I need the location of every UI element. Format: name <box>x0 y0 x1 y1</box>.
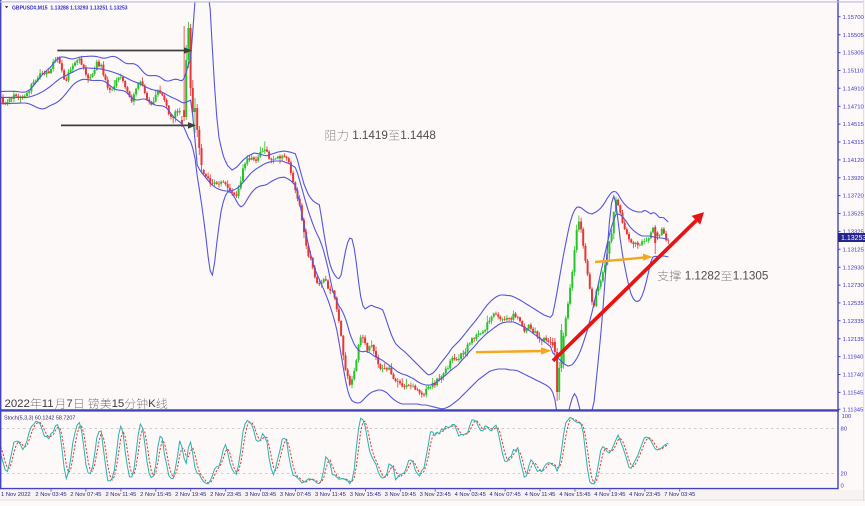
svg-text:1.13325: 1.13325 <box>843 230 865 236</box>
svg-text:2 Nov 19:45: 2 Nov 19:45 <box>175 492 206 498</box>
svg-text:3 Nov 19:45: 3 Nov 19:45 <box>385 492 416 498</box>
svg-text:1.12335: 1.12335 <box>843 319 865 325</box>
svg-text:3 Nov 23:45: 3 Nov 23:45 <box>420 492 451 498</box>
svg-text:4 Nov 23:45: 4 Nov 23:45 <box>629 492 660 498</box>
svg-text:1.12930: 1.12930 <box>843 265 865 271</box>
svg-text:15: 15 <box>112 398 125 410</box>
svg-text:1.1419: 1.1419 <box>352 129 388 142</box>
svg-text:2 Nov 15:45: 2 Nov 15:45 <box>140 492 171 498</box>
svg-text:100: 100 <box>842 414 853 420</box>
svg-text:1.12535: 1.12535 <box>843 301 865 307</box>
svg-text:1.14515: 1.14515 <box>843 122 865 128</box>
svg-text:2 Nov 07:45: 2 Nov 07:45 <box>70 492 101 498</box>
svg-text:1.12135: 1.12135 <box>843 337 865 343</box>
svg-text:1.14120: 1.14120 <box>843 158 865 164</box>
svg-text:2 Nov 11:45: 2 Nov 11:45 <box>105 492 136 498</box>
svg-text:3 Nov 11:45: 3 Nov 11:45 <box>315 492 346 498</box>
svg-text:4 Nov 11:45: 4 Nov 11:45 <box>525 492 556 498</box>
svg-text:4 Nov 03:45: 4 Nov 03:45 <box>455 492 486 498</box>
svg-text:1.12730: 1.12730 <box>843 283 865 289</box>
svg-text:1.13720: 1.13720 <box>843 194 865 200</box>
svg-text:1.15305: 1.15305 <box>843 51 865 57</box>
svg-text:1.14710: 1.14710 <box>843 104 865 110</box>
svg-text:4 Nov 15:45: 4 Nov 15:45 <box>559 492 590 498</box>
svg-text:Stoch(5,3,3) 60.1242 58.7207: Stoch(5,3,3) 60.1242 58.7207 <box>4 416 75 422</box>
svg-text:2022: 2022 <box>5 398 30 410</box>
svg-text:1.11345: 1.11345 <box>843 407 865 413</box>
svg-text:1.1448: 1.1448 <box>400 129 436 142</box>
svg-text:1 Nov 2022: 1 Nov 2022 <box>1 492 31 498</box>
svg-text:1.11940: 1.11940 <box>843 355 865 361</box>
svg-text:4 Nov 07:45: 4 Nov 07:45 <box>489 492 520 498</box>
svg-text:2 Nov 03:45: 2 Nov 03:45 <box>35 492 66 498</box>
svg-text:80: 80 <box>841 427 848 433</box>
svg-text:7: 7 <box>66 398 72 410</box>
svg-text:3 Nov 07:45: 3 Nov 07:45 <box>280 492 311 498</box>
svg-text:20: 20 <box>841 472 848 478</box>
svg-text:1.15110: 1.15110 <box>843 69 865 75</box>
svg-text:1.14910: 1.14910 <box>843 86 865 92</box>
svg-text:7 Nov 03:45: 7 Nov 03:45 <box>664 492 695 498</box>
svg-text:K: K <box>148 398 156 410</box>
svg-text:3 Nov 03:45: 3 Nov 03:45 <box>245 492 276 498</box>
svg-text:1.11740: 1.11740 <box>843 373 865 379</box>
svg-text:1.13525: 1.13525 <box>843 212 865 218</box>
svg-text:1.13920: 1.13920 <box>843 176 865 182</box>
svg-text:1.13125: 1.13125 <box>843 247 865 253</box>
svg-text:1.15700: 1.15700 <box>843 15 865 21</box>
svg-text:1.14315: 1.14315 <box>843 140 865 146</box>
svg-text:2 Nov 23:45: 2 Nov 23:45 <box>210 492 241 498</box>
svg-text:0: 0 <box>841 484 845 490</box>
svg-text:1.11545: 1.11545 <box>843 391 865 397</box>
svg-text:3 Nov 15:45: 3 Nov 15:45 <box>350 492 381 498</box>
svg-text:1.15505: 1.15505 <box>843 33 865 39</box>
svg-text:1.13253: 1.13253 <box>841 235 865 242</box>
svg-text:1.1305: 1.1305 <box>733 269 769 282</box>
svg-text:11: 11 <box>42 398 54 410</box>
svg-text:1.1282: 1.1282 <box>685 269 721 282</box>
svg-text:GBPUSD#,M15 1.13288 1.13293 1: GBPUSD#,M15 1.13288 1.13293 1.13251 1.13… <box>12 5 128 11</box>
svg-text:4 Nov 19:45: 4 Nov 19:45 <box>594 492 625 498</box>
